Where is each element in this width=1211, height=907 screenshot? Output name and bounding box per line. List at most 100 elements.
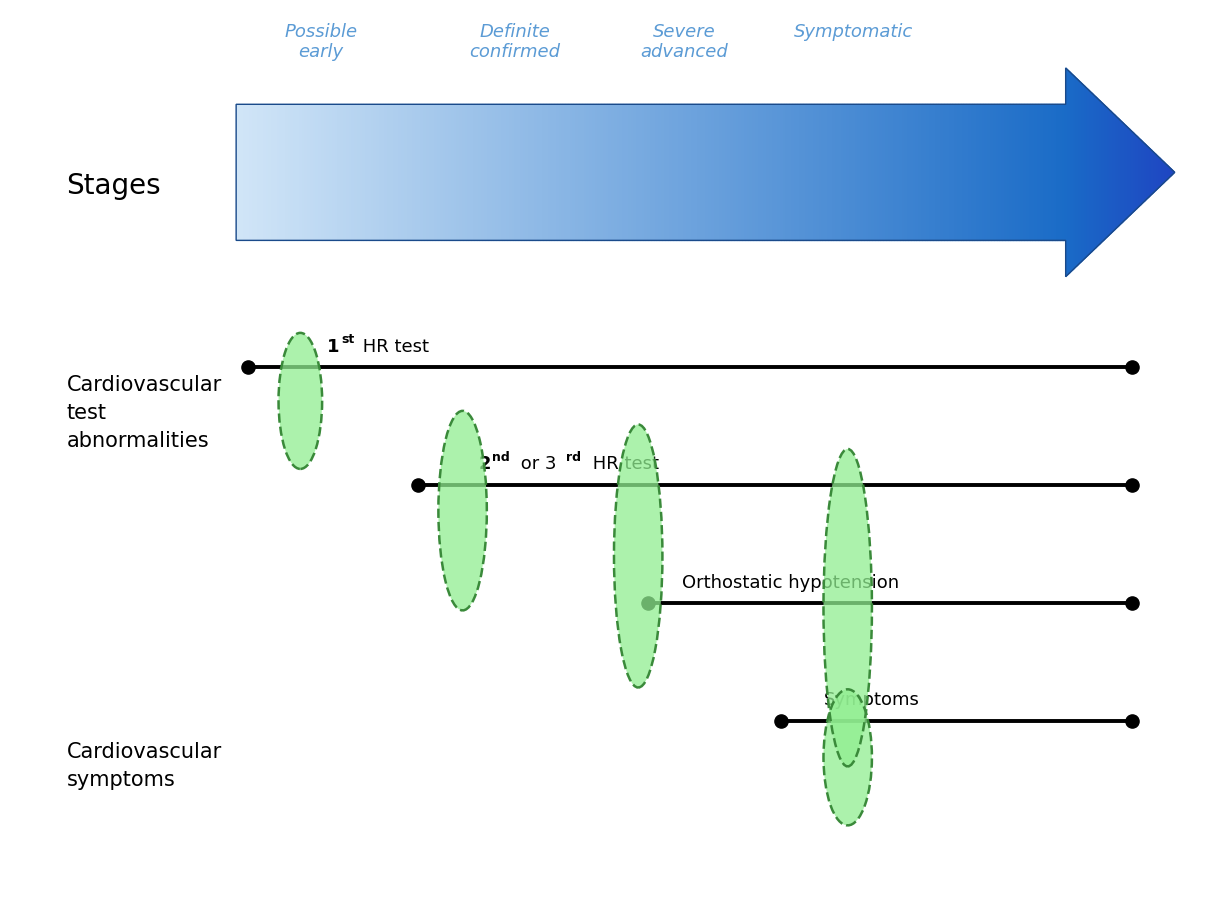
Polygon shape xyxy=(1066,68,1067,277)
Bar xyxy=(613,104,615,240)
Bar xyxy=(471,104,474,240)
Bar xyxy=(441,104,443,240)
Polygon shape xyxy=(1107,107,1108,238)
Bar xyxy=(861,104,863,240)
Polygon shape xyxy=(1170,167,1171,178)
Bar xyxy=(518,104,521,240)
Bar xyxy=(620,104,624,240)
Polygon shape xyxy=(1117,116,1118,229)
Bar xyxy=(272,104,275,240)
Bar xyxy=(568,104,570,240)
Polygon shape xyxy=(1069,72,1071,273)
Bar xyxy=(311,104,314,240)
Bar xyxy=(383,104,385,240)
Bar xyxy=(1010,104,1014,240)
Bar xyxy=(833,104,836,240)
Bar xyxy=(357,104,361,240)
Polygon shape xyxy=(1147,146,1149,199)
Bar xyxy=(335,104,338,240)
Bar xyxy=(239,104,242,240)
Bar xyxy=(404,104,408,240)
Bar xyxy=(1038,104,1040,240)
Bar xyxy=(320,104,322,240)
Polygon shape xyxy=(1140,139,1141,206)
Bar xyxy=(792,104,794,240)
Bar xyxy=(986,104,988,240)
Bar xyxy=(673,104,676,240)
Bar xyxy=(419,104,421,240)
Ellipse shape xyxy=(438,411,487,610)
Bar xyxy=(249,104,253,240)
Text: HR test: HR test xyxy=(357,337,429,356)
Bar xyxy=(773,104,775,240)
Bar xyxy=(869,104,872,240)
Polygon shape xyxy=(1163,161,1164,184)
Polygon shape xyxy=(1081,83,1084,261)
Polygon shape xyxy=(1136,136,1138,209)
Polygon shape xyxy=(1084,85,1085,259)
Bar xyxy=(523,104,527,240)
Polygon shape xyxy=(1098,99,1100,245)
Point xyxy=(771,714,791,728)
Bar xyxy=(1035,104,1038,240)
Bar xyxy=(283,104,286,240)
Bar xyxy=(670,104,673,240)
Bar xyxy=(402,104,404,240)
Text: nd: nd xyxy=(492,452,510,464)
Bar xyxy=(286,104,288,240)
Polygon shape xyxy=(1135,134,1136,210)
Bar xyxy=(980,104,982,240)
Bar xyxy=(889,104,891,240)
Polygon shape xyxy=(1074,76,1075,268)
Polygon shape xyxy=(1113,113,1114,231)
Bar xyxy=(635,104,637,240)
Text: Orthostatic hypotension: Orthostatic hypotension xyxy=(682,574,899,592)
Bar xyxy=(687,104,689,240)
Bar xyxy=(474,104,477,240)
Bar xyxy=(682,104,684,240)
Bar xyxy=(997,104,999,240)
Polygon shape xyxy=(1102,103,1103,241)
Bar xyxy=(945,104,947,240)
Bar xyxy=(1018,104,1021,240)
Bar xyxy=(447,104,449,240)
Bar xyxy=(917,104,919,240)
Bar xyxy=(555,104,557,240)
Bar xyxy=(331,104,333,240)
Bar xyxy=(543,104,546,240)
Bar xyxy=(902,104,906,240)
Text: Stages: Stages xyxy=(67,172,161,200)
Bar xyxy=(363,104,366,240)
Polygon shape xyxy=(1109,110,1110,235)
Text: Possible
early: Possible early xyxy=(285,23,357,62)
Bar xyxy=(1033,104,1035,240)
Bar xyxy=(521,104,523,240)
Polygon shape xyxy=(1154,152,1155,192)
Bar xyxy=(369,104,372,240)
Polygon shape xyxy=(1160,158,1161,187)
Bar xyxy=(659,104,662,240)
Bar xyxy=(842,104,844,240)
Bar xyxy=(1040,104,1044,240)
Bar xyxy=(977,104,980,240)
Bar xyxy=(781,104,784,240)
Bar xyxy=(880,104,883,240)
Bar xyxy=(281,104,283,240)
Bar xyxy=(490,104,493,240)
Bar xyxy=(828,104,831,240)
Bar xyxy=(549,104,551,240)
Bar xyxy=(570,104,574,240)
Bar xyxy=(355,104,357,240)
Bar xyxy=(936,104,939,240)
Point xyxy=(1123,714,1142,728)
Bar xyxy=(277,104,281,240)
Bar xyxy=(762,104,764,240)
Bar xyxy=(960,104,964,240)
Bar xyxy=(424,104,427,240)
Bar xyxy=(867,104,869,240)
Bar xyxy=(731,104,734,240)
Bar xyxy=(836,104,839,240)
Bar xyxy=(656,104,659,240)
Bar xyxy=(480,104,482,240)
Bar xyxy=(1029,104,1033,240)
